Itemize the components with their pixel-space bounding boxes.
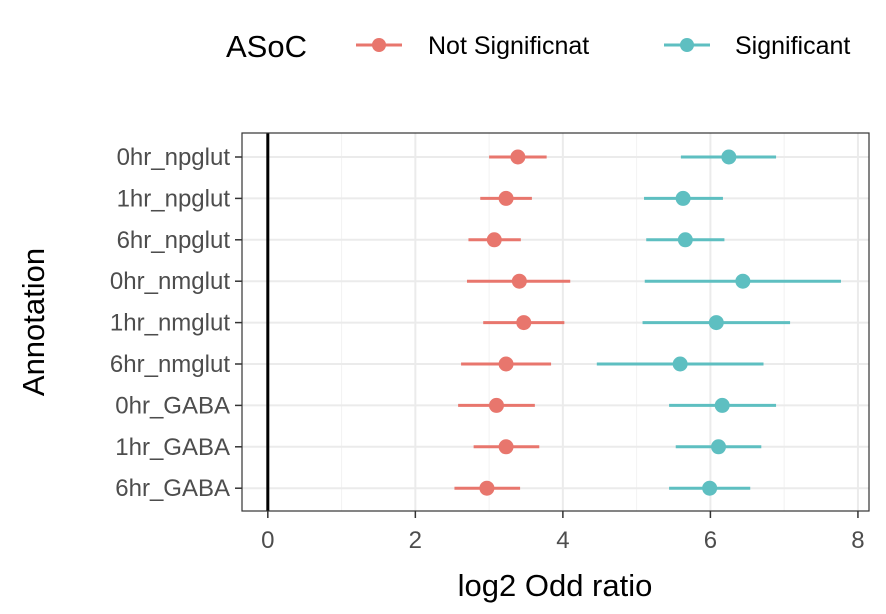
x-tick-label-4: 4 [556, 527, 569, 554]
x-tick-label-0: 0 [261, 527, 274, 554]
point-not-significnat-1hr-nmglut [516, 315, 532, 331]
legend-label-not-significant: Not Significnat [428, 32, 589, 60]
point-not-significnat-6hr-nmglut [498, 356, 514, 372]
x-tick-label-6: 6 [704, 527, 717, 554]
x-axis-title: log2 Odd ratio [458, 568, 653, 603]
y-tick-label-6hr-gaba: 6hr_GABA [115, 475, 230, 502]
y-tick-label-1hr-gaba: 1hr_GABA [115, 434, 230, 461]
x-tick-label-8: 8 [851, 527, 864, 554]
legend-title: ASoC [226, 29, 307, 64]
point-not-significnat-0hr-gaba [488, 397, 504, 413]
y-tick-label-6hr-npglut: 6hr_npglut [117, 227, 231, 254]
y-tick-label-6hr-nmglut: 6hr_nmglut [110, 351, 230, 378]
x-axis: 0 2 4 6 8 [261, 511, 865, 554]
y-tick-label-0hr-nmglut: 0hr_nmglut [110, 268, 230, 295]
point-not-significnat-6hr-gaba [479, 480, 495, 496]
point-not-significnat-0hr-npglut [510, 149, 526, 165]
point-significant-1hr-nmglut [708, 315, 724, 331]
point-significant-6hr-gaba [702, 480, 718, 496]
x-tick-label-2: 2 [409, 527, 422, 554]
point-not-significnat-6hr-npglut [486, 232, 502, 248]
y-axis-title: Annotation [16, 248, 51, 396]
y-axis: 0hr_npglut 1hr_npglut 6hr_npglut 0hr_nmglut… [110, 144, 242, 502]
point-significant-6hr-nmglut [672, 356, 688, 372]
legend-key-significant [664, 38, 710, 52]
legend: ASoC Not Significnat Significant [226, 29, 850, 64]
y-tick-label-0hr-gaba: 0hr_GABA [115, 392, 230, 419]
point-significant-0hr-gaba [714, 397, 730, 413]
point-significant-1hr-npglut [675, 190, 691, 206]
legend-key-not-significant [356, 38, 402, 52]
point-significant-1hr-gaba [711, 439, 727, 455]
legend-label-significant: Significant [735, 32, 850, 60]
y-tick-label-1hr-nmglut: 1hr_nmglut [110, 310, 230, 337]
point-significant-0hr-nmglut [735, 273, 751, 289]
y-tick-label-1hr-npglut: 1hr_npglut [117, 185, 231, 212]
data-marks [454, 149, 841, 496]
point-not-significnat-1hr-npglut [498, 190, 514, 206]
y-tick-label-0hr-npglut: 0hr_npglut [117, 144, 231, 171]
point-significant-6hr-npglut [677, 232, 693, 248]
point-not-significnat-0hr-nmglut [511, 273, 527, 289]
point-not-significnat-1hr-gaba [498, 439, 514, 455]
point-significant-0hr-npglut [721, 149, 737, 165]
